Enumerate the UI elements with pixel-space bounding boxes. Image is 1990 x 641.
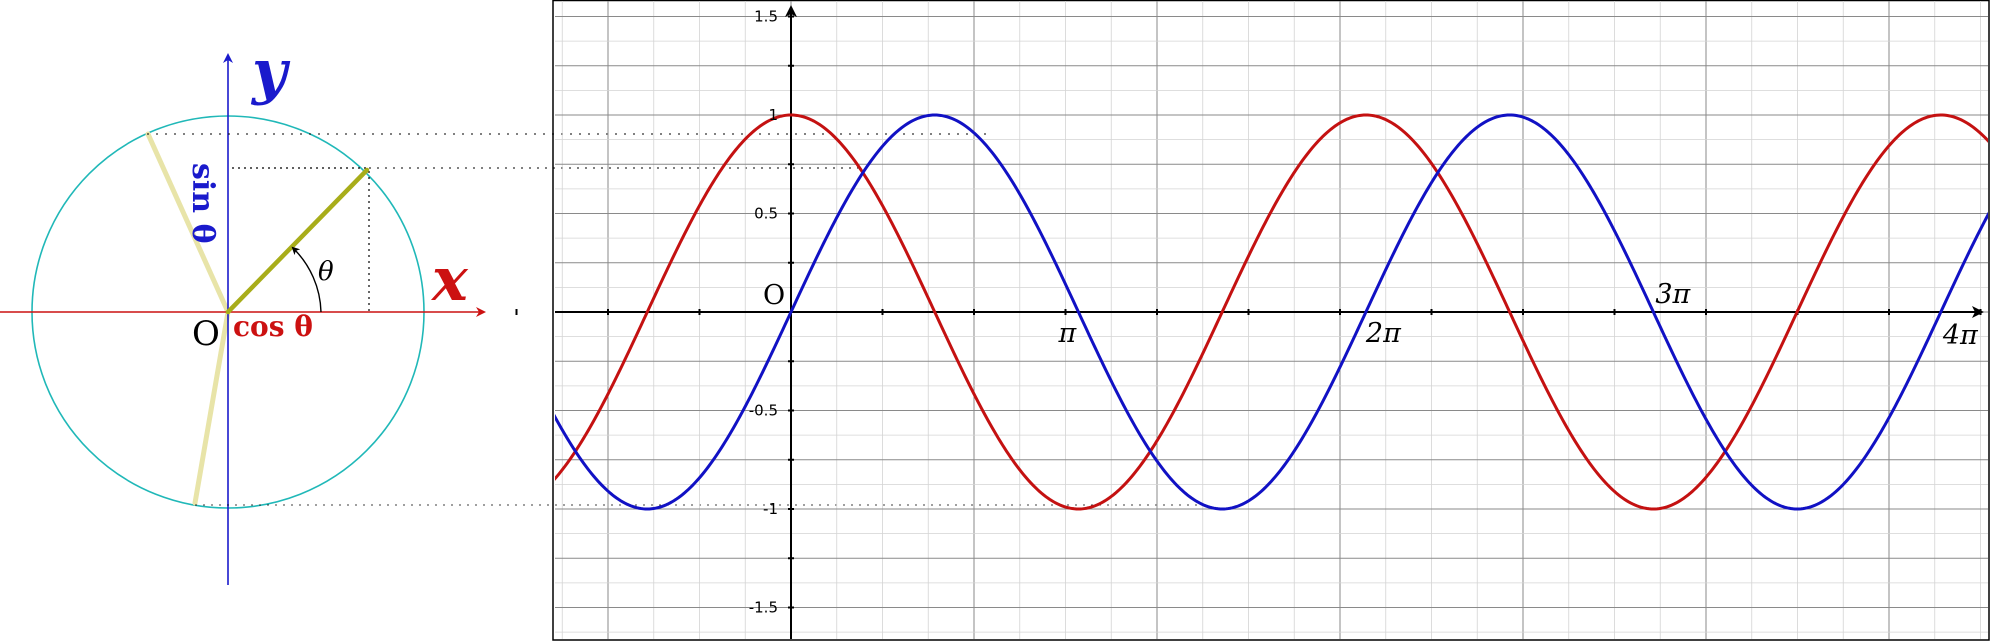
pi-tick-label: 4π <box>1942 320 1979 351</box>
y-tick-label: -1.5 <box>749 599 778 617</box>
pi-tick-label: π <box>1057 318 1077 349</box>
y-tick-label: 0.5 <box>754 205 778 223</box>
pi-tick-label: 2π <box>1365 318 1402 349</box>
plot-labels: 1.5 1 0.5 -0.5 -1 -1.5 Oπ 2π 3π 4π <box>749 8 1979 617</box>
y-tick-label: -1 <box>763 500 778 518</box>
plot-axes <box>515 5 1984 639</box>
radius-theta <box>225 167 370 315</box>
unit-circle-diagram: θ x y O cos θ sin θ <box>0 37 486 585</box>
pi-tick-label: 3π <box>1655 279 1691 310</box>
angle-label: θ <box>318 257 334 287</box>
plot-grid <box>555 1 1988 639</box>
angle-arc <box>291 246 322 313</box>
faded-radius-upper <box>145 131 231 315</box>
origin-label: O <box>192 314 220 354</box>
sin-curve <box>555 113 1988 511</box>
sin-theta-label: sin θ <box>185 163 220 244</box>
x-axis-label: x <box>430 245 469 315</box>
cos-theta-label: cos θ <box>233 310 313 343</box>
plot-curves <box>555 113 1988 511</box>
plot-frame <box>552 0 1990 641</box>
y-tick-label: -0.5 <box>749 402 778 420</box>
sine-cosine-plot: 1.5 1 0.5 -0.5 -1 -1.5 Oπ 2π 3π 4π <box>515 0 1990 641</box>
faded-radius-lower <box>192 309 231 506</box>
plot-origin-label: O <box>763 280 785 311</box>
y-tick-label: 1 <box>768 106 778 124</box>
y-tick-label: 1.5 <box>754 8 778 26</box>
y-axis-label: y <box>250 37 291 107</box>
cos-curve <box>555 113 1988 511</box>
